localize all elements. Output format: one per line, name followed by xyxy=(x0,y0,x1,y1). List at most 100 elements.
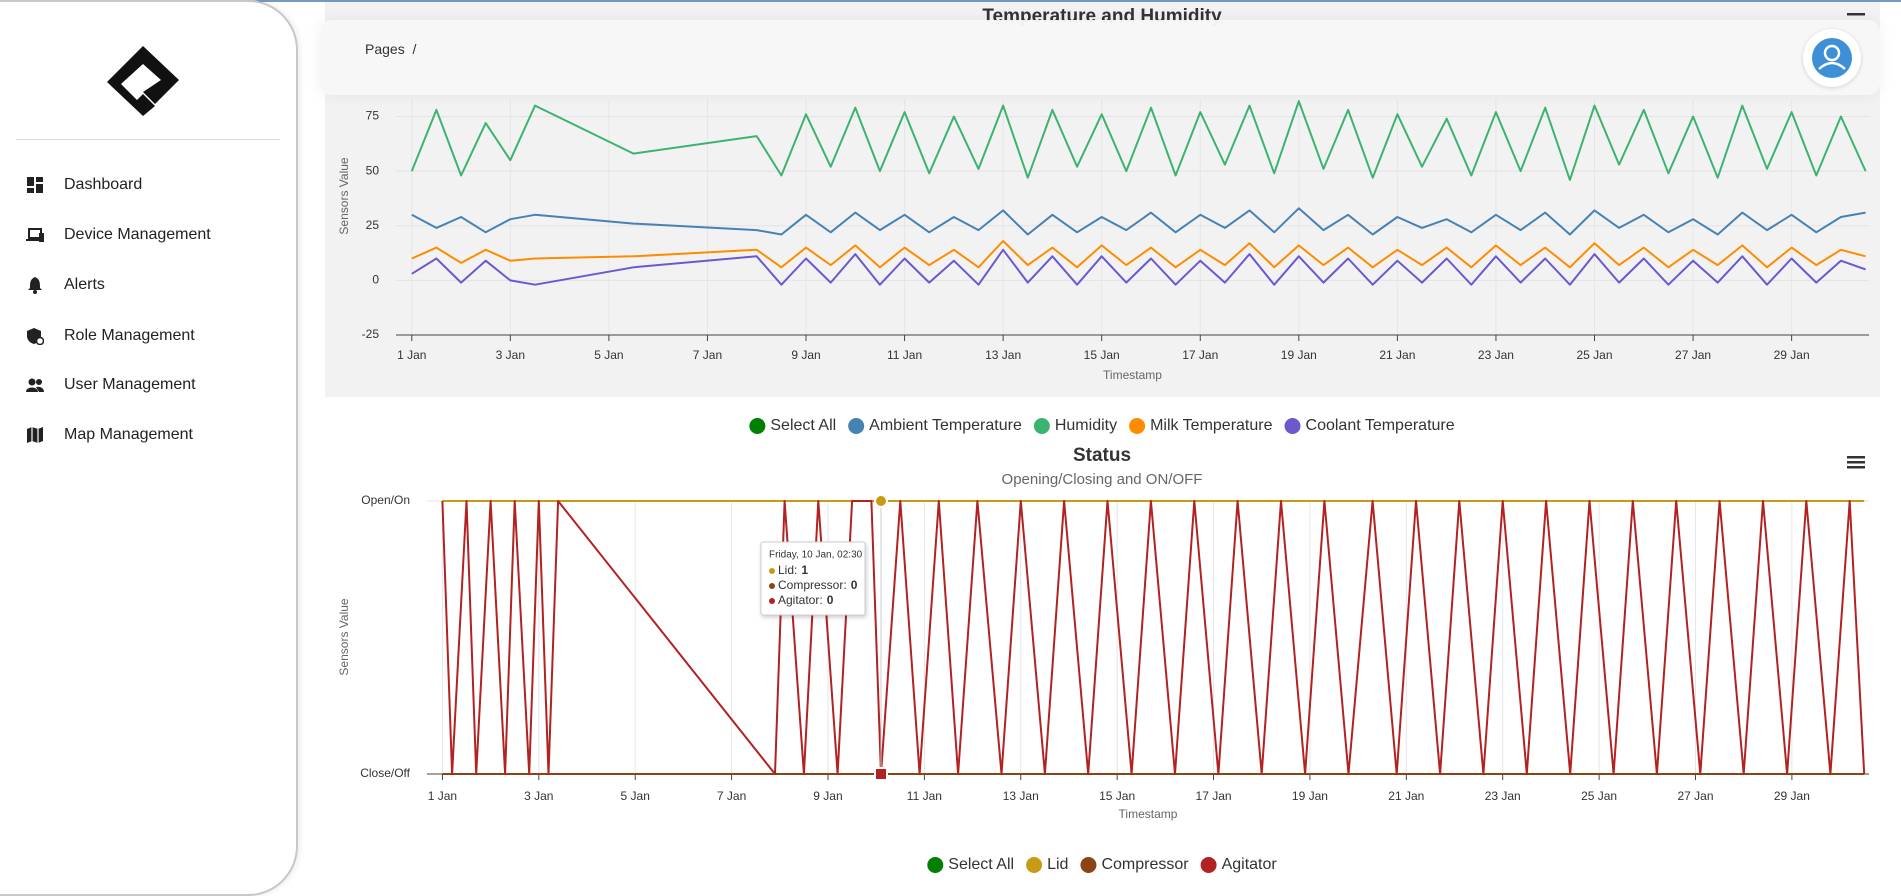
x-tick-label: 15 Jan xyxy=(1084,348,1120,362)
x-tick-label: 13 Jan xyxy=(985,348,1021,362)
menu-icon[interactable] xyxy=(1847,13,1867,23)
tooltip-label: Compressor: xyxy=(778,578,847,592)
header: Pages / xyxy=(320,13,1880,95)
legend-label: Humidity xyxy=(1055,417,1117,434)
x-tick-label: 11 Jan xyxy=(887,348,922,362)
legend-marker xyxy=(1026,857,1043,873)
legend-label: Lid xyxy=(1047,856,1068,873)
legend-marker xyxy=(1284,418,1301,434)
x-tick-label: 29 Jan xyxy=(1774,789,1810,803)
nav-icon xyxy=(27,328,44,345)
x-tick-label: 3 Jan xyxy=(524,789,553,803)
tooltip-marker xyxy=(769,598,775,604)
x-tick-label: 19 Jan xyxy=(1292,789,1328,803)
breadcrumb: Pages / xyxy=(365,41,416,57)
y-axis-title: Sensors Value xyxy=(337,598,351,675)
nav-item[interactable]: Role Management xyxy=(26,327,195,345)
x-tick-label: 19 Jan xyxy=(1281,348,1317,362)
x-tick-label: 1 Jan xyxy=(428,789,457,803)
hover-marker xyxy=(873,494,888,508)
x-tick-label: 11 Jan xyxy=(907,789,942,803)
menu-icon[interactable] xyxy=(1847,456,1865,469)
legend-item[interactable]: Select All xyxy=(927,856,1014,873)
x-tick-label: 23 Jan xyxy=(1485,789,1521,803)
legend-item[interactable]: Ambient Temperature xyxy=(848,417,1022,434)
tooltip-value: 0 xyxy=(827,593,834,607)
nav-label: Dashboard xyxy=(64,176,143,193)
x-tick-label: 17 Jan xyxy=(1196,789,1232,803)
nav-item[interactable]: Alerts xyxy=(26,276,105,294)
nav-label: Map Management xyxy=(64,426,193,443)
y-axis-title: Sensors Value xyxy=(337,157,351,234)
legend-label: Select All xyxy=(948,856,1014,873)
chart: Close/Off Open/On 1 Jan 3 Jan 5 Jan 7 Jan 9 Ja… xyxy=(337,445,1869,873)
y-tick-label: Open/On xyxy=(361,493,410,507)
tooltip-box xyxy=(760,541,866,616)
y-tick-label: 0 xyxy=(372,273,379,287)
nav-label: User Management xyxy=(64,376,196,393)
sidebar: Dashboard Device Management Alerts Role Man… xyxy=(0,0,298,896)
legend-marker xyxy=(1080,857,1097,873)
nav-icon xyxy=(26,378,44,392)
legend-marker xyxy=(1033,418,1050,434)
nav-label: Alerts xyxy=(64,276,105,293)
x-tick-label: 9 Jan xyxy=(791,348,820,362)
legend-item[interactable]: Milk Temperature xyxy=(1129,417,1273,434)
series-line xyxy=(441,500,1866,775)
tooltip-value: 0 xyxy=(851,578,858,592)
breadcrumb-item[interactable]: Pages xyxy=(365,41,405,57)
x-tick-label: 17 Jan xyxy=(1182,348,1218,362)
legend-item[interactable]: Lid xyxy=(1026,856,1068,873)
nav-label: Device Management xyxy=(64,226,211,243)
nav-label: Role Management xyxy=(64,327,195,344)
nav-item[interactable]: Device Management xyxy=(26,226,211,244)
legend-item[interactable]: Coolant Temperature xyxy=(1284,417,1455,434)
tooltip-marker xyxy=(769,583,775,589)
logo[interactable] xyxy=(103,42,183,118)
y-tick-label: Close/Off xyxy=(360,766,410,780)
x-tick-label: 5 Jan xyxy=(621,789,650,803)
x-tick-label: 13 Jan xyxy=(1003,789,1039,803)
legend-label: Milk Temperature xyxy=(1150,417,1273,434)
legend-item[interactable]: Compressor xyxy=(1080,856,1189,873)
legend-item[interactable]: Humidity xyxy=(1033,417,1117,434)
tooltip-label: Lid: xyxy=(778,563,797,577)
x-tick-label: 21 Jan xyxy=(1379,348,1415,362)
chart-title: Status xyxy=(1073,445,1131,466)
x-tick-label: 29 Jan xyxy=(1774,348,1810,362)
tooltip-title: Friday, 10 Jan, 02:30 xyxy=(769,550,863,561)
tooltip-value: 1 xyxy=(801,563,808,577)
legend-item[interactable]: Select All xyxy=(749,417,836,434)
legend-label: Compressor xyxy=(1101,856,1189,873)
legend-marker xyxy=(848,418,865,434)
x-tick-label: 7 Jan xyxy=(717,789,746,803)
x-tick-label: 9 Jan xyxy=(813,789,842,803)
series-line xyxy=(411,240,1866,269)
legend: Select All Ambient Temperature Humidity Mil… xyxy=(749,417,1455,434)
legend-item[interactable]: Agitator xyxy=(1200,856,1278,873)
x-axis-title: Timestamp xyxy=(1119,807,1178,821)
y-tick-label: 50 xyxy=(366,163,380,177)
x-tick-label: 25 Jan xyxy=(1581,789,1617,803)
legend-label: Agitator xyxy=(1222,856,1278,873)
divider xyxy=(16,139,280,140)
x-tick-label: 23 Jan xyxy=(1478,348,1514,362)
user-avatar[interactable] xyxy=(1803,29,1861,87)
legend-marker xyxy=(1200,857,1217,873)
x-tick-label: 21 Jan xyxy=(1388,789,1424,803)
y-tick-label: 25 xyxy=(366,218,380,232)
x-tick-label: 27 Jan xyxy=(1677,789,1713,803)
nav-item[interactable]: Map Management xyxy=(26,426,193,444)
nav-item[interactable]: Dashboard xyxy=(26,176,142,194)
legend-marker xyxy=(1129,418,1146,434)
x-tick-label: 7 Jan xyxy=(693,348,722,362)
legend-marker xyxy=(927,857,944,873)
legend-label: Select All xyxy=(770,417,836,434)
x-tick-label: 27 Jan xyxy=(1675,348,1711,362)
nav-item[interactable]: User Management xyxy=(26,376,196,394)
legend-label: Ambient Temperature xyxy=(869,417,1022,434)
x-tick-label: 5 Jan xyxy=(594,348,623,362)
breadcrumb-separator: / xyxy=(412,41,417,57)
